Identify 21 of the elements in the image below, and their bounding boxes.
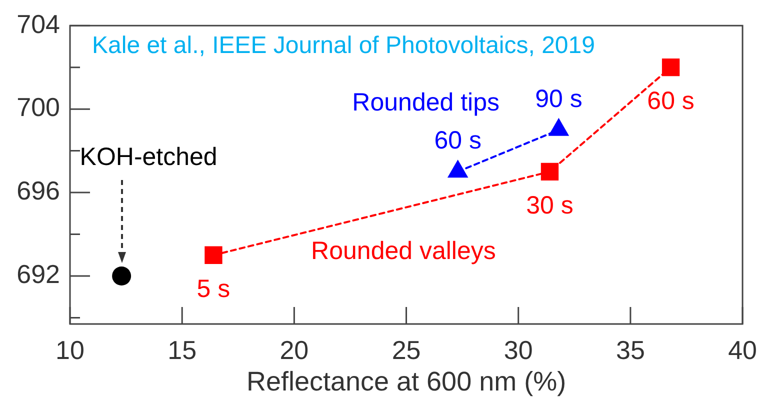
x-tick-label: 10 bbox=[56, 334, 84, 365]
x-tick-label: 15 bbox=[168, 334, 197, 365]
series-label: Rounded valleys bbox=[311, 237, 496, 266]
x-tick-label: 30 bbox=[504, 334, 533, 365]
y-tick-label: 704 bbox=[16, 8, 60, 39]
x-tick-label: 40 bbox=[728, 334, 757, 365]
annotation: 60 s bbox=[434, 126, 482, 155]
annotation: 90 s bbox=[535, 84, 582, 113]
annotation: 5 s bbox=[196, 275, 230, 304]
x-tick-label: 35 bbox=[616, 334, 645, 365]
annotation: 30 s bbox=[526, 192, 574, 220]
x-axis-title: Reflectance at 600 nm (%) bbox=[246, 366, 566, 396]
y-tick-label: 692 bbox=[16, 259, 60, 290]
annotation: Kale et al., IEEE Journal of Photovoltaics, 2019 bbox=[92, 32, 595, 60]
y-tick-label: 700 bbox=[16, 92, 60, 122]
x-tick-label: 20 bbox=[280, 334, 309, 365]
x-tick-label: 25 bbox=[392, 334, 421, 365]
text: KOH-etched bbox=[80, 142, 218, 171]
series-label: Rounded tips bbox=[352, 88, 500, 117]
y-tick-label: 696 bbox=[16, 176, 60, 206]
annotation: 60 s bbox=[647, 87, 694, 116]
